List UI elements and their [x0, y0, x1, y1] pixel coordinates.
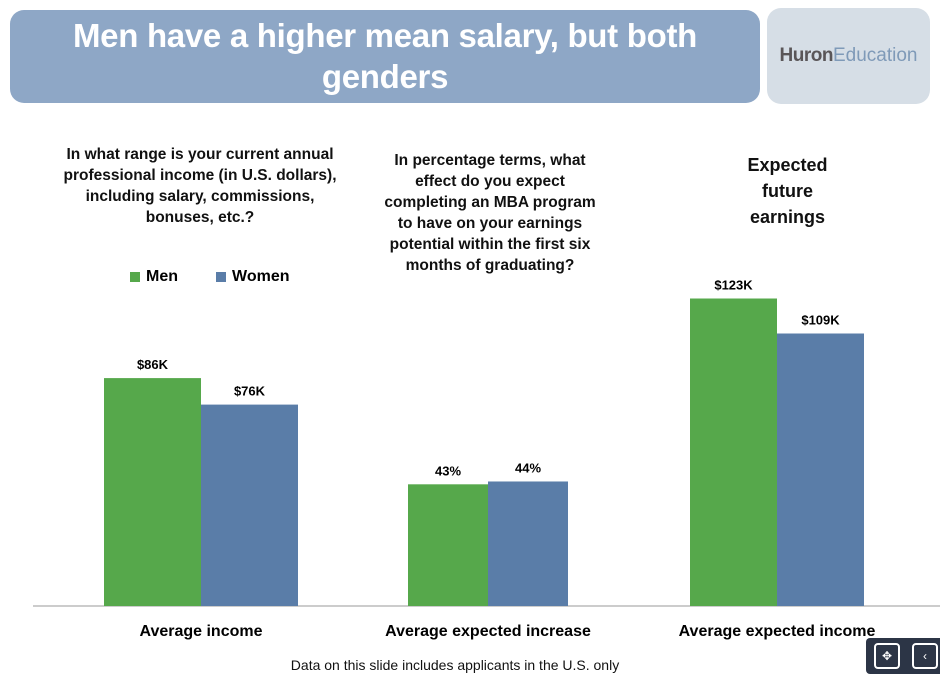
previous-icon[interactable]: ‹	[912, 643, 938, 669]
slide-title: Men have a higher mean salary, but both …	[10, 10, 760, 177]
legend-swatch	[130, 272, 140, 282]
data-label: 43%	[435, 463, 461, 478]
data-label: $123K	[714, 278, 753, 293]
title-line: on average expect the same pay bump post…	[43, 99, 727, 177]
bar-men	[690, 298, 777, 606]
category-label: Average expected income	[679, 623, 876, 640]
data-label: $109K	[801, 313, 840, 328]
legend-women: Women	[216, 268, 289, 286]
question-increase: In percentage terms, what effect do you …	[384, 152, 596, 274]
bar-men	[104, 378, 201, 606]
logo-light: Education	[832, 45, 918, 66]
title-line: Men have a higher mean salary, but both …	[72, 17, 697, 95]
footnote: Data on this slide includes applicants i…	[290, 657, 620, 673]
question-expected: Expected future earnings	[747, 155, 828, 227]
bar-women	[777, 333, 864, 606]
question-income: In what range is your current annual pro…	[63, 146, 337, 226]
fullscreen-icon[interactable]: ✥	[874, 643, 900, 669]
data-label: $76K	[234, 384, 266, 399]
bar-women	[488, 481, 568, 606]
category-label: Average income	[139, 623, 262, 640]
category-label: Average expected increase	[385, 623, 591, 640]
data-label: $86K	[137, 357, 169, 372]
logo-bold: Huron	[779, 45, 834, 66]
bar-men	[408, 484, 488, 606]
huron-education-logo: Huron Education	[767, 8, 930, 104]
data-label: 44%	[515, 460, 541, 475]
presentation-controls: ✥ ‹	[866, 638, 940, 674]
legend-label: Women	[232, 268, 290, 285]
legend-men: Men	[130, 268, 178, 286]
legend-swatch	[216, 272, 226, 282]
bar-women	[201, 404, 298, 606]
legend-label: Men	[146, 268, 178, 285]
